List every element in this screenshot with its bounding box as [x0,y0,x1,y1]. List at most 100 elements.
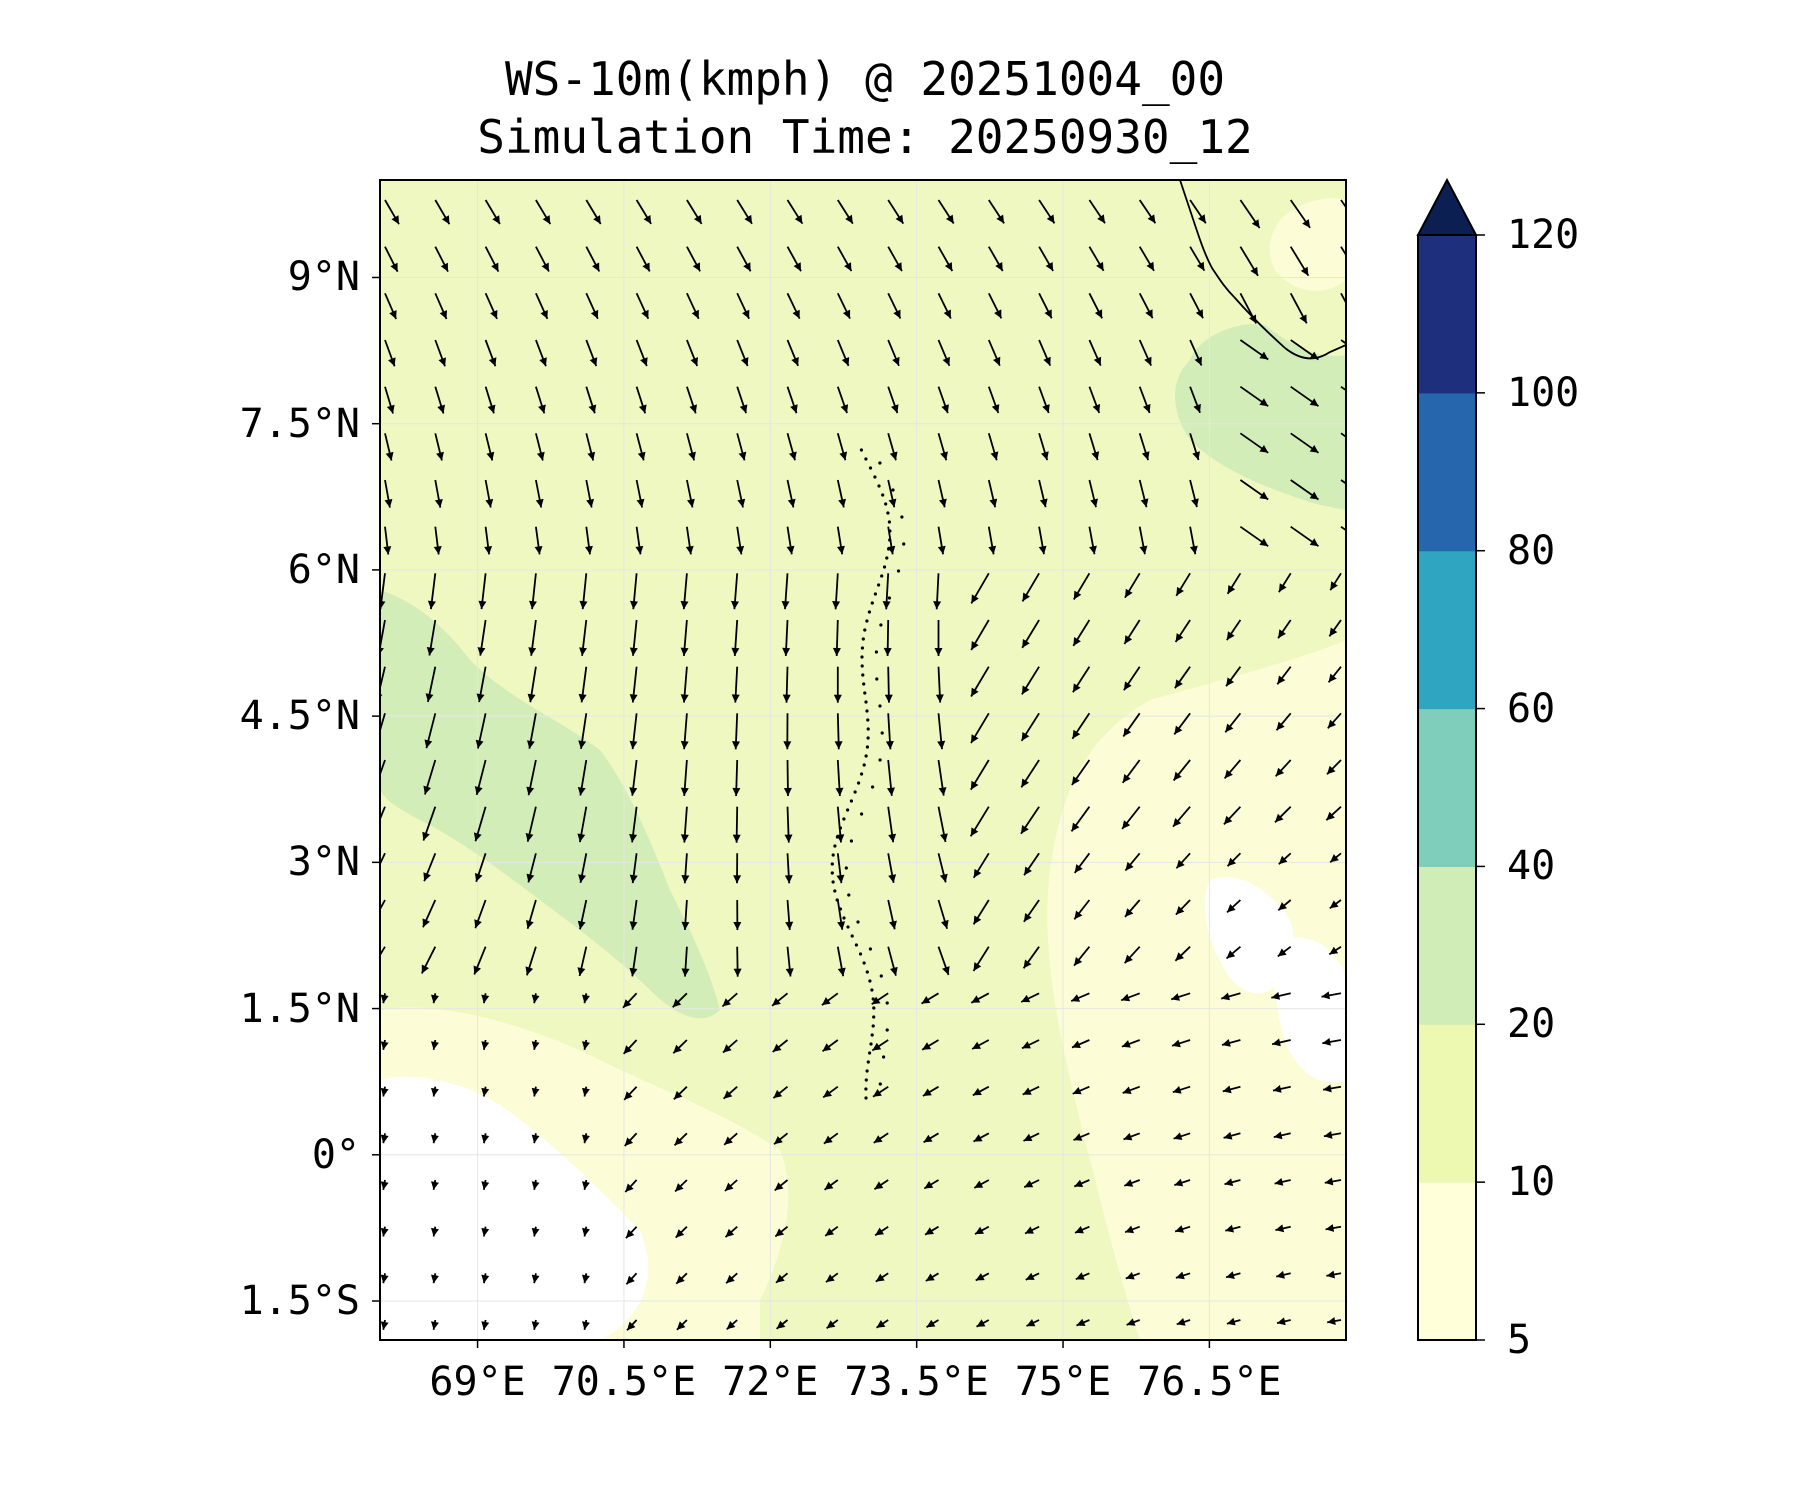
wind-arrow [424,713,437,749]
wind-arrow [1123,1179,1141,1187]
wind-arrow [887,199,905,225]
lon-label: 72°E [722,1359,819,1405]
wind-arrow [722,1039,738,1054]
wind-arrow [970,992,990,1004]
wind-arrow [1021,666,1040,695]
wind-arrow [723,1132,738,1146]
wind-arrow [1175,572,1191,597]
wind-arrow [925,1272,939,1282]
wind-arrow [823,1179,839,1191]
wind-arrow [1088,479,1098,508]
wind-arrow [1124,899,1141,918]
island-dot [874,650,879,654]
wind-arrow [1121,806,1141,830]
wind-arrow [1275,712,1292,731]
wind-arrow [774,1179,789,1192]
wind-arrow [784,806,793,843]
wind-arrow [1138,292,1154,319]
lat-label: 9°N [287,254,360,301]
wind-arrow [1275,1224,1291,1233]
wind-arrow [1278,572,1292,593]
wind-arrow [1038,433,1049,461]
island-dot [846,808,850,812]
wind-arrow [384,339,396,367]
wind-arrow [1239,339,1269,361]
wind-arrow [785,899,794,930]
wind-arrow [578,666,588,703]
wind-arrow [1073,946,1091,967]
wind-arrow [1024,1225,1040,1235]
island-dot [885,556,889,560]
wind-arrow [873,1132,889,1144]
wind-arrow [1274,1178,1291,1186]
wind-arrow [672,1039,688,1054]
island-dot [877,484,881,488]
island-dot [861,673,865,677]
title-line-2: Simulation Time: 20250930_12 [477,110,1253,164]
wind-arrow [623,1086,638,1101]
wind-arrow [1289,292,1308,324]
wind-arrow [431,1133,439,1144]
wind-arrow [686,479,695,508]
island-dot [849,839,854,843]
wind-arrow [680,806,689,843]
wind-arrow [1223,759,1242,779]
wind-arrow [1226,619,1242,641]
wind-arrow [629,666,638,703]
wind-arrow [725,1272,738,1284]
wind-arrow [1075,1272,1090,1281]
wind-arrow [924,1225,939,1236]
wind-arrow [773,1132,789,1145]
wind-arrow [531,993,540,1004]
wind-arrow [775,1272,789,1284]
wind-arrow [923,1132,939,1144]
island-dot [864,1087,868,1091]
wind-arrow [681,853,690,884]
wind-arrow [1124,852,1141,872]
wind-arrow [1026,1319,1040,1327]
wind-arrow [923,1179,939,1190]
wind-arrow [1172,1085,1191,1094]
colorbar-label: 10 [1507,1159,1556,1206]
wind-arrow [673,1132,688,1147]
wind-arrow [635,292,650,320]
wind-arrow [1272,1085,1291,1093]
wind-arrow [431,1179,439,1190]
island-dot [868,947,873,951]
wind-arrow [1276,1317,1291,1326]
wind-arrow [972,899,990,925]
lat-label: 0° [311,1131,360,1178]
wind-arrow [937,853,948,883]
wind-arrow [624,1179,638,1193]
island-dot [865,619,869,623]
colorbar-segment [1418,1024,1476,1183]
wind-arrow [1038,386,1050,414]
wind-arrow [1328,945,1342,956]
wind-arrow [922,1085,939,1097]
wind-arrow [937,899,949,929]
wind-arrow [970,572,990,604]
wind-arrow [837,199,854,225]
wind-arrow [935,666,944,703]
wind-arrow [582,1179,590,1190]
wind-arrow [1038,339,1052,367]
wind-arrow [1322,1038,1342,1046]
wind-arrow [1327,712,1342,729]
island-dot [878,1082,882,1086]
island-dot [854,943,859,947]
wind-arrow [1226,1317,1241,1326]
wind-arrow [937,246,954,272]
wind-arrow [1138,339,1152,366]
island-dot [862,682,866,686]
wind-arrow [474,899,487,929]
wind-arrow [431,1273,439,1284]
wind-arrow [786,526,795,555]
wind-arrow [425,666,437,703]
island-dot [863,628,867,632]
wind-arrow [733,853,742,884]
wind-arrow [1170,992,1191,1001]
island-dot [886,511,890,515]
wind-arrow [1290,339,1320,361]
wind-arrow [625,1226,638,1239]
wind-arrow [822,1085,839,1099]
